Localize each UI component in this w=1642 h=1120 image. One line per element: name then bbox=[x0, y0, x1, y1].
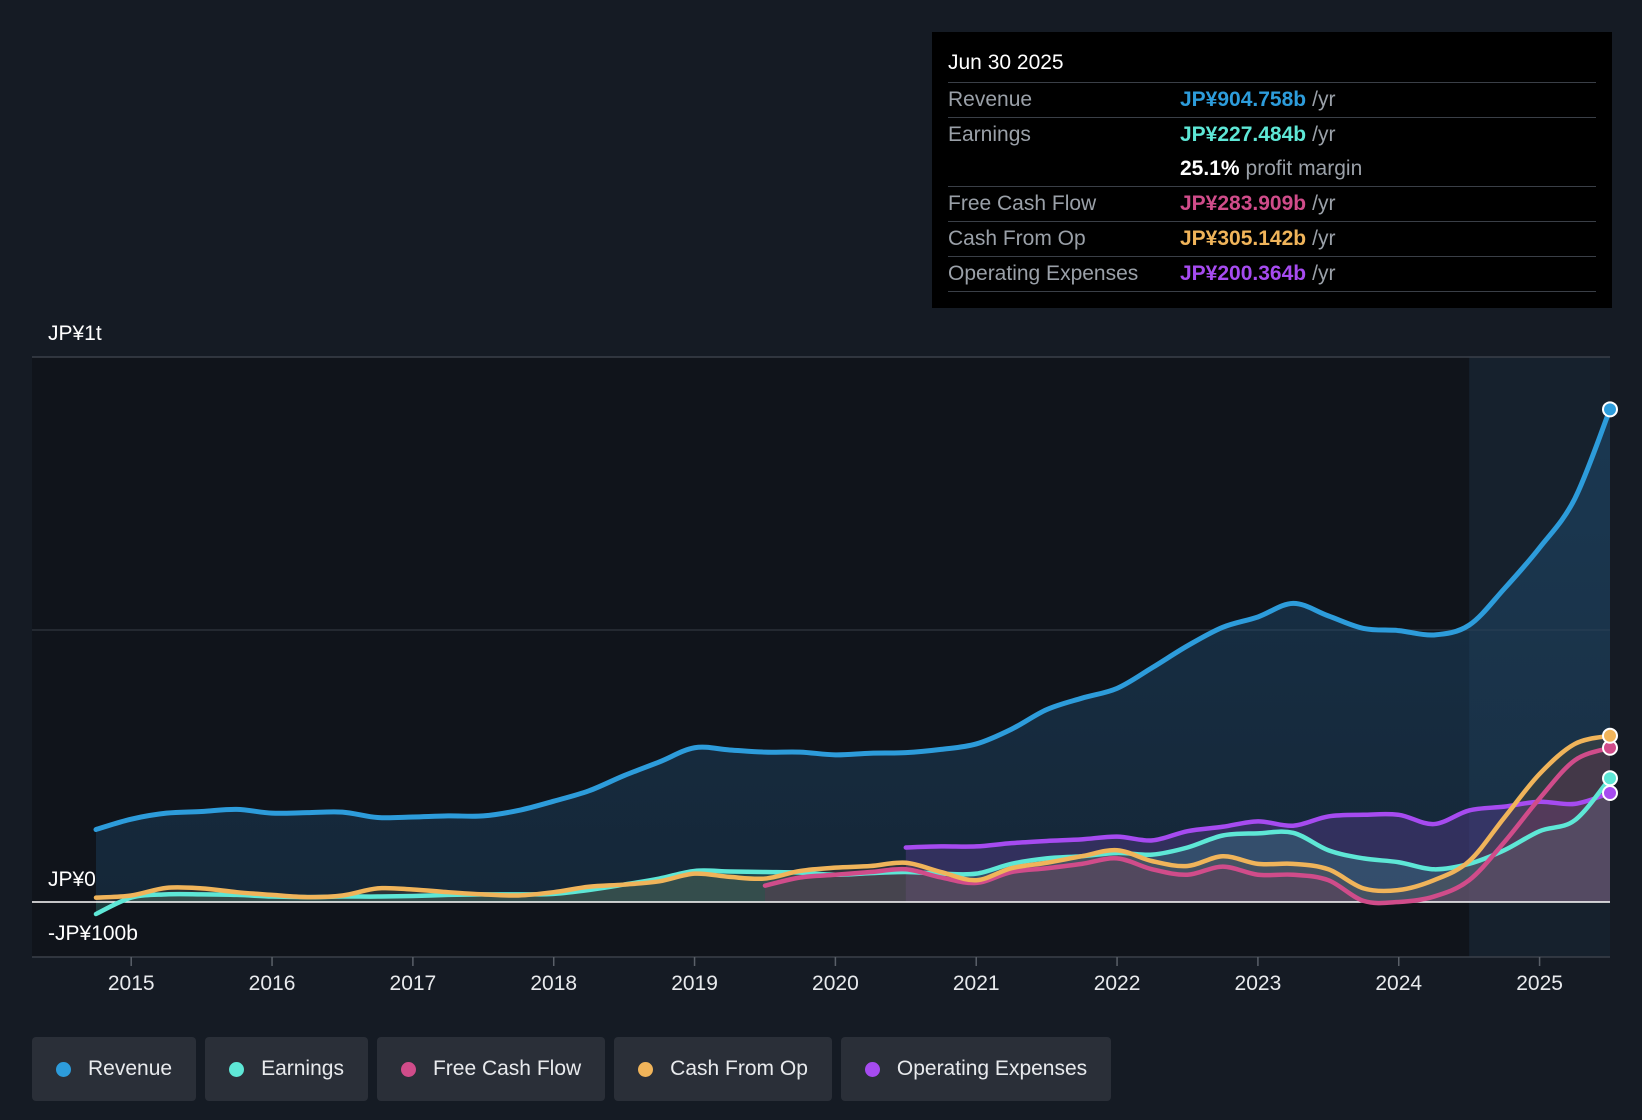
tooltip-unit: /yr bbox=[1312, 88, 1336, 111]
free-cash-flow-area bbox=[764, 747, 1610, 904]
tooltip-label: Revenue bbox=[948, 88, 1033, 111]
free-cash-flow-dot-icon bbox=[400, 1061, 416, 1077]
earnings-area bbox=[96, 778, 1610, 914]
x-tick-label-2016: 2016 bbox=[249, 972, 296, 995]
legend-item-earnings[interactable]: Earnings bbox=[205, 1037, 368, 1101]
legend-label: Earnings bbox=[261, 1057, 344, 1080]
earnings-endpoint[interactable] bbox=[1602, 770, 1618, 787]
operating-expenses-area bbox=[905, 793, 1610, 902]
y-axis-top-label: JP¥1t bbox=[48, 322, 102, 345]
tooltip-unit: /yr bbox=[1312, 227, 1336, 250]
tooltip-label: Free Cash Flow bbox=[948, 192, 1097, 215]
profit-margin-value: 25.1% bbox=[1180, 157, 1240, 180]
cash-from-op-dot-icon bbox=[638, 1061, 654, 1077]
x-tick-label-2017: 2017 bbox=[390, 972, 437, 995]
tooltip-unit: /yr bbox=[1312, 192, 1336, 215]
tooltip-value: JP¥200.364b bbox=[1180, 262, 1307, 285]
tooltip-label: Operating Expenses bbox=[948, 262, 1139, 285]
x-tick-label-2021: 2021 bbox=[953, 972, 1000, 995]
tooltip-row-cash-from-op: Cash From Op JP¥305.142b /yr bbox=[948, 222, 1596, 257]
tooltip-row-operating-expenses: Operating Expenses JP¥200.364b /yr bbox=[948, 257, 1596, 292]
tooltip-unit: /yr bbox=[1312, 262, 1336, 285]
free-cash-flow-line bbox=[762, 745, 1613, 906]
legend: Revenue Earnings Free Cash Flow Cash Fro… bbox=[32, 1037, 1112, 1101]
x-tick-label-2024: 2024 bbox=[1375, 972, 1422, 995]
x-tick-label-2022: 2022 bbox=[1094, 972, 1141, 995]
tooltip-value: JP¥227.484b bbox=[1180, 123, 1307, 146]
tooltip-unit: /yr bbox=[1312, 123, 1336, 146]
x-tick-label-2019: 2019 bbox=[671, 972, 718, 995]
x-tick-label-2018: 2018 bbox=[530, 972, 577, 995]
legend-label: Free Cash Flow bbox=[432, 1057, 582, 1080]
legend-label: Operating Expenses bbox=[896, 1057, 1088, 1080]
tooltip-panel: Jun 30 2025 Revenue JP¥904.758b /yr Earn… bbox=[932, 32, 1612, 308]
x-tick-label-2015: 2015 bbox=[108, 972, 155, 995]
x-tick-label-2023: 2023 bbox=[1235, 972, 1282, 995]
tooltip-row-free-cash-flow: Free Cash Flow JP¥283.909b /yr bbox=[948, 187, 1596, 222]
revenue-area bbox=[96, 409, 1610, 902]
legend-item-cash-from-op[interactable]: Cash From Op bbox=[614, 1037, 832, 1101]
cash-from-op-endpoint[interactable] bbox=[1602, 727, 1618, 744]
legend-item-revenue[interactable]: Revenue bbox=[32, 1037, 197, 1101]
cash-from-op-line bbox=[93, 733, 1613, 900]
cash-from-op-area bbox=[96, 735, 1610, 902]
revenue-line bbox=[93, 406, 1613, 833]
legend-label: Cash From Op bbox=[670, 1057, 808, 1080]
x-tick-label-2025: 2025 bbox=[1516, 972, 1563, 995]
y-axis-zero-label: JP¥0 bbox=[48, 868, 96, 891]
tooltip-date: Jun 30 2025 bbox=[948, 46, 1596, 83]
operating-expenses-endpoint[interactable] bbox=[1602, 785, 1618, 801]
earnings-dot-icon bbox=[229, 1061, 245, 1077]
tooltip-label: Cash From Op bbox=[948, 227, 1086, 250]
x-tick-label-2020: 2020 bbox=[812, 972, 859, 995]
tooltip-value: JP¥904.758b bbox=[1180, 88, 1307, 111]
operating-expenses-line bbox=[903, 790, 1613, 850]
revenue-endpoint[interactable] bbox=[1602, 401, 1618, 418]
tooltip-value: JP¥283.909b bbox=[1180, 192, 1307, 215]
legend-item-free-cash-flow[interactable]: Free Cash Flow bbox=[376, 1037, 606, 1101]
revenue-dot-icon bbox=[56, 1061, 71, 1077]
legend-label: Revenue bbox=[88, 1057, 173, 1080]
tooltip-row-revenue: Revenue JP¥904.758b /yr bbox=[948, 83, 1596, 118]
y-axis-bottom-label: -JP¥100b bbox=[48, 922, 138, 945]
tooltip-value: JP¥305.142b bbox=[1180, 227, 1307, 250]
profit-margin-label: profit margin bbox=[1245, 157, 1363, 180]
tooltip-row-profit-margin: 25.1% profit margin bbox=[948, 152, 1596, 187]
tooltip-row-earnings: Earnings JP¥227.484b /yr bbox=[948, 118, 1596, 152]
legend-item-operating-expenses[interactable]: Operating Expenses bbox=[840, 1037, 1112, 1101]
operating-expenses-dot-icon bbox=[864, 1061, 880, 1077]
tooltip-label: Earnings bbox=[948, 123, 1031, 146]
